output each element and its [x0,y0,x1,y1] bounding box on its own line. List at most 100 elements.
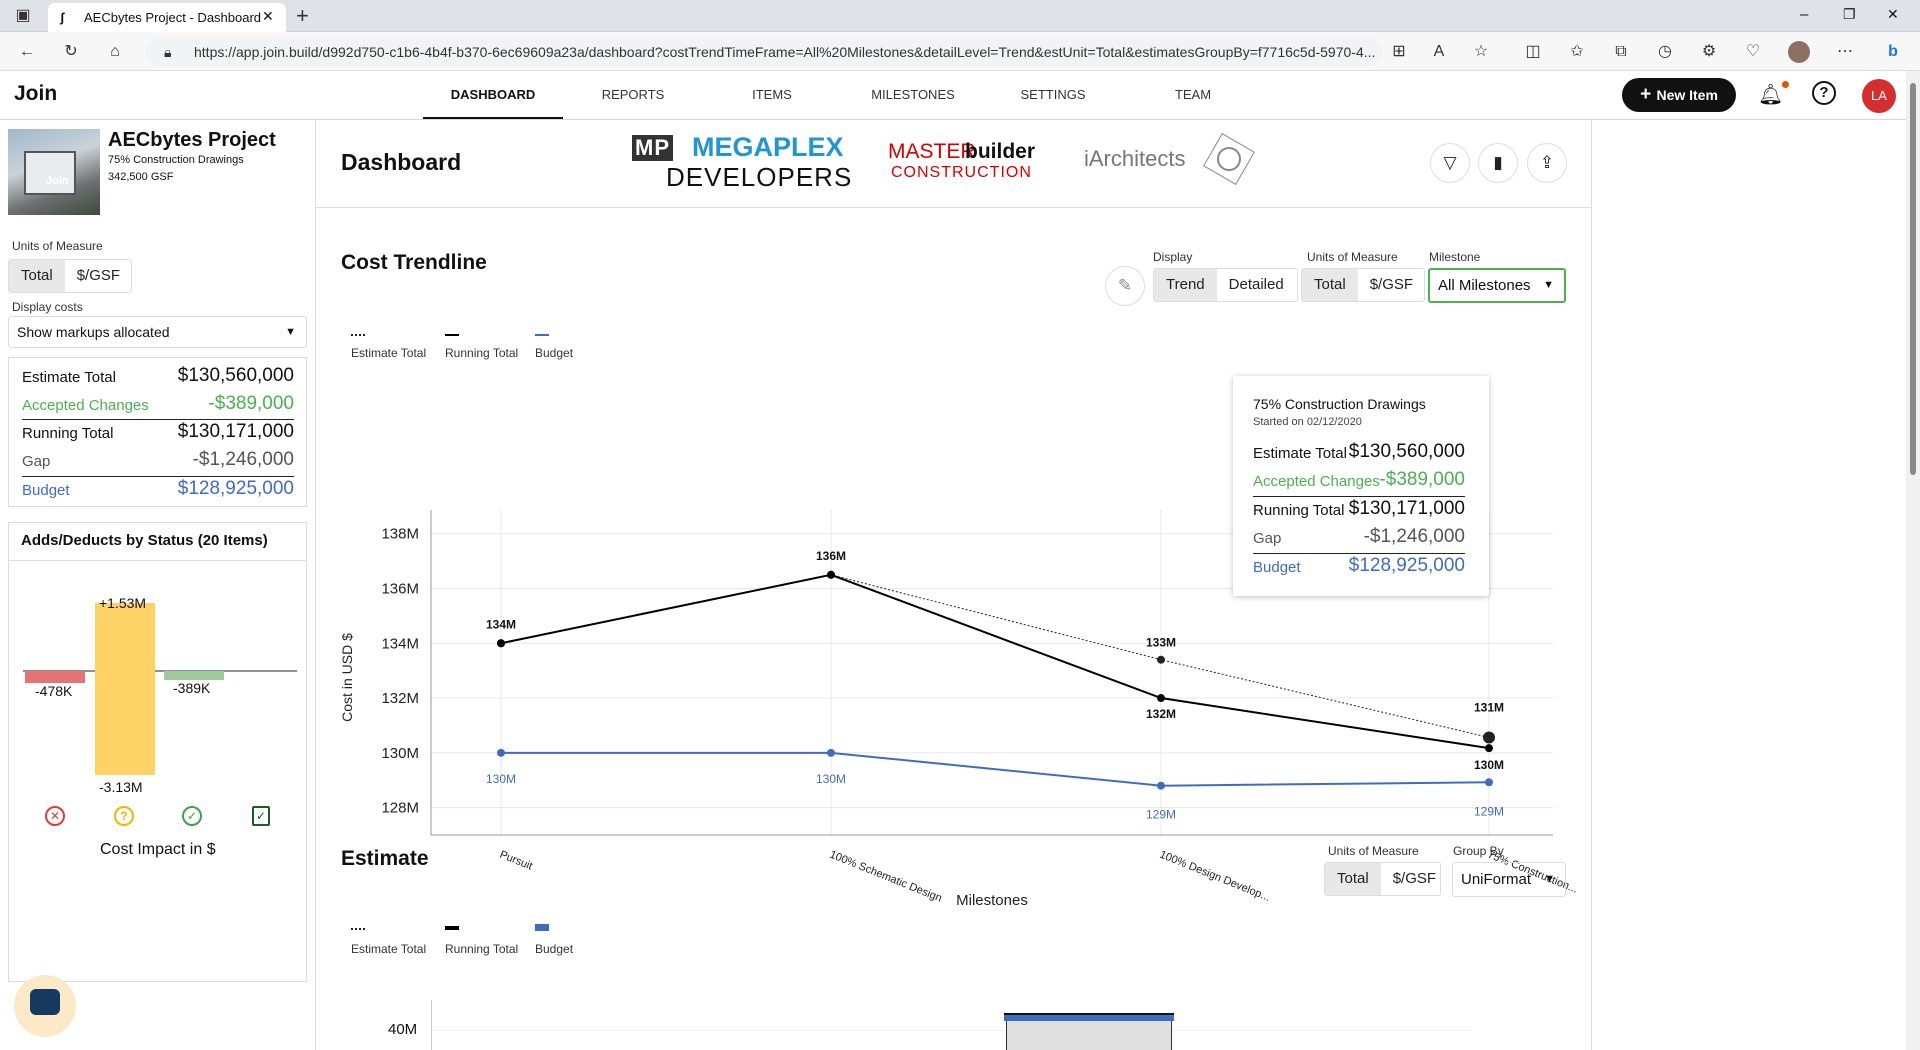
tab-team[interactable]: TEAM [1174,87,1212,102]
new-item-button[interactable]: + New Item [1622,78,1736,112]
join-logo[interactable]: Join [14,82,58,105]
tab-items[interactable]: ITEMS [752,87,792,102]
est-legend-budget: Budget [535,942,574,956]
close-tab-icon[interactable]: ✕ [262,8,274,24]
split-screen-icon[interactable]: ◫ [1525,43,1541,60]
incorporated-status-icon[interactable]: ✓ [252,806,270,826]
units-gsf[interactable]: $/GSF [76,267,121,284]
accepted-label: Accepted Changes [22,397,149,414]
pending-status-icon[interactable]: ? [114,806,134,826]
estimate-units-total[interactable]: Total [1325,863,1381,895]
trend-units-gsf[interactable]: $/GSF [1369,276,1414,293]
y-axis-label: Cost in USD $ [339,633,355,722]
minimize-button[interactable]: – [1800,6,1809,23]
back-icon[interactable]: ← [19,43,35,60]
main-content: Dashboard MP MEGAPLEX DEVELOPERS MASTER … [316,120,1592,1050]
iarchitects-logo: iArchitects [1084,133,1255,192]
estimate-y-axis [431,1000,432,1050]
adds-deducts-title: Adds/Deducts by Status (20 Items) [21,532,268,549]
display-costs-select[interactable]: Show markups allocated ▼ [8,316,307,348]
read-aloud-icon[interactable]: A [1433,43,1445,60]
user-avatar[interactable]: LA [1862,79,1896,113]
gap-label: Gap [22,453,51,470]
tooltip-budget: Budget $128,925,000 [1253,555,1465,583]
data-point [497,639,505,648]
estimate-units-gsf[interactable]: $/GSF [1392,870,1437,887]
tooltip-gap-label: Gap [1253,530,1282,547]
url-field[interactable]: 🔒︎ https://app.join.build/d992d750-c1b6-… [146,37,1382,67]
trend-units-total[interactable]: Total [1302,269,1358,301]
estimate-label: Estimate Total [22,369,116,386]
join-favicon-icon: ʃ [60,10,65,25]
tooltip-subtitle: Started on 02/12/2020 [1253,416,1362,428]
browser-tab-strip: ▣ ʃ AECbytes Project - Dashboard ✕ + – ❐… [0,0,1920,32]
filter-icon[interactable]: ▽ [1430,143,1470,183]
tab-settings[interactable]: SETTINGS [1020,87,1086,102]
profile-avatar[interactable] [1788,41,1810,63]
data-point [827,748,835,757]
new-tab-button[interactable]: + [296,3,309,28]
collections-icon[interactable]: ⧉ [1615,43,1627,60]
units-total[interactable]: Total [9,260,65,292]
accepted-status-icon[interactable]: ✓ [182,806,202,826]
close-window-button[interactable]: ✕ [1887,6,1899,22]
favorite-star-icon[interactable]: ☆ [1473,43,1489,60]
copilot-icon[interactable]: b [1888,43,1898,60]
tooltip-estimate: Estimate Total $130,560,000 [1253,441,1465,469]
units-toggle: Total $/GSF [8,259,132,293]
browser-essentials-icon[interactable]: ♡ [1745,43,1761,60]
tab-milestones[interactable]: MILESTONES [871,87,955,102]
home-icon[interactable]: ⌂ [110,43,120,60]
edit-pencil-icon[interactable]: ✎ [1105,266,1145,306]
extension-icon[interactable]: ⚙ [1701,43,1717,60]
plus-icon: + [1640,84,1657,105]
card-divider [9,560,306,561]
data-label: 129M [1146,808,1176,822]
trend-units-label: Units of Measure [1307,250,1398,264]
help-icon[interactable]: ? [1812,81,1836,105]
legend-estimate: Estimate Total [351,346,427,360]
notification-bell-icon[interactable]: 🔔︎ [1758,84,1784,106]
bookmark-icon[interactable]: ▮ [1478,143,1518,183]
page-title: Dashboard [341,149,462,175]
group-by-select[interactable]: UniFormat ▼ [1452,862,1566,897]
scrollbar-thumb[interactable] [1910,83,1916,475]
tooltip-budget-label: Budget [1253,559,1301,576]
summary-divider [22,419,294,420]
gap-value: -$1,246,000 [192,449,294,470]
display-trend[interactable]: Trend [1154,269,1217,301]
favorites-icon[interactable]: ✩ [1570,43,1584,60]
display-toggle: Trend Detailed [1153,268,1298,302]
history-icon[interactable]: ◷ [1658,43,1672,60]
milestone-select[interactable]: All Milestones ▼ [1428,268,1566,303]
restore-button[interactable]: ❐ [1843,6,1856,22]
data-point [1157,781,1165,790]
data-label: 130M [486,772,516,786]
tooltip-running: Running Total $130,171,000 [1253,498,1465,526]
app-available-icon[interactable]: ⊞ [1392,43,1406,60]
series-line-estimate-total [500,574,1490,738]
cost-trendline-title: Cost Trendline [341,251,487,274]
chat-launcher[interactable] [14,975,76,1037]
sidebar: Join AECbytes Project 75% Construction D… [0,120,316,1050]
masterbuilder-construction: CONSTRUCTION [891,164,1032,181]
accepted-label-chart: -389K [173,680,211,696]
more-menu-icon[interactable]: ⋯ [1837,43,1853,60]
tooltip-gap: Gap -$1,246,000 [1253,526,1465,554]
budget-value: $128,925,000 [177,478,294,499]
y-tick-label: 134M [381,635,419,652]
y-tick-label: 138M [381,526,419,543]
display-detailed[interactable]: Detailed [1228,276,1284,293]
running-label: Running Total [22,425,114,442]
page-scrollbar[interactable] [1906,71,1920,1050]
rejected-status-icon[interactable]: ✕ [45,806,65,826]
share-icon[interactable]: ⇪ [1527,143,1567,183]
series-line-running-total [500,573,1490,750]
tooltip-running-value: $130,171,000 [1348,498,1465,519]
tab-reports[interactable]: REPORTS [601,87,665,102]
tab-actions-icon[interactable]: ▣ [15,7,31,24]
tab-dashboard[interactable]: DASHBOARD [423,71,563,119]
tooltip-accepted: Accepted Changes -$389,000 [1253,469,1465,497]
refresh-icon[interactable]: ↻ [64,43,78,60]
browser-tab[interactable]: ʃ AECbytes Project - Dashboard ✕ [48,3,286,32]
